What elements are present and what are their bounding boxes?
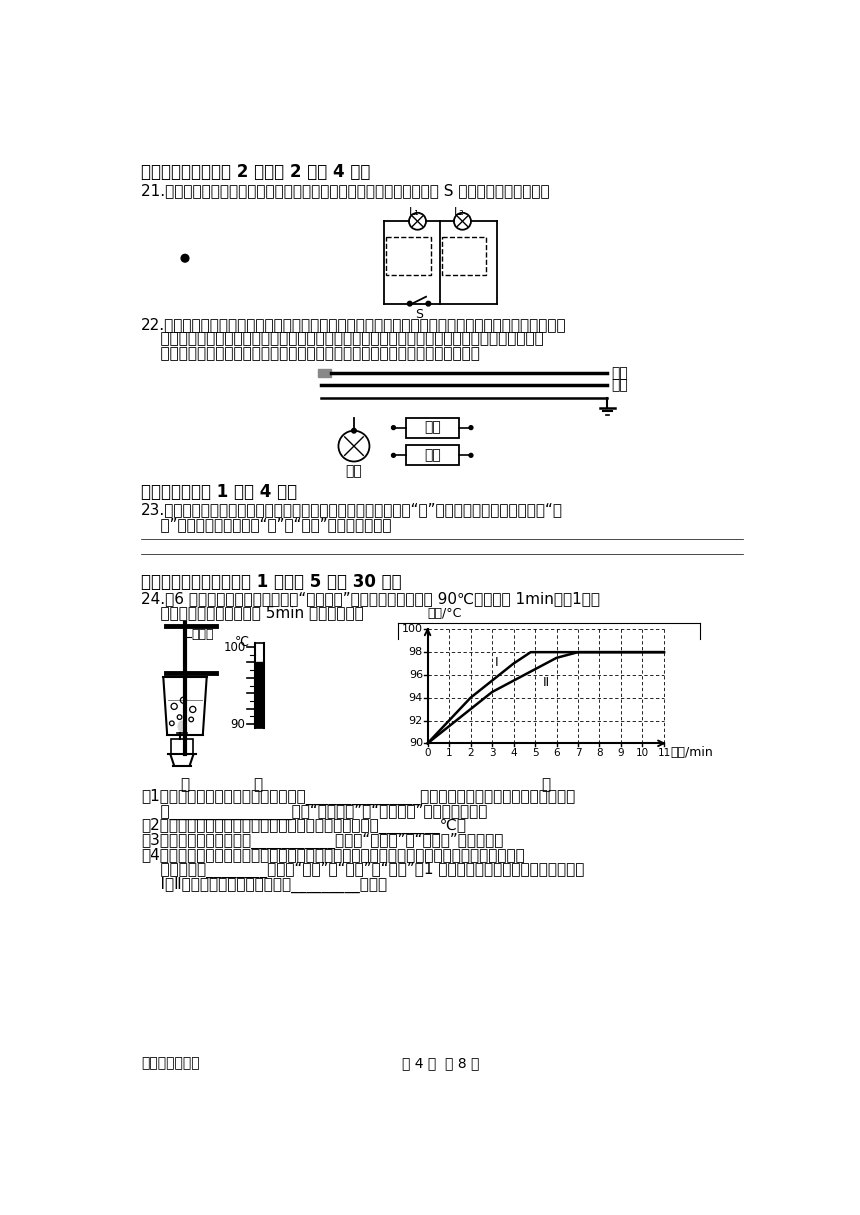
Text: 光控: 光控 [424, 448, 440, 463]
Text: 乙: 乙 [254, 778, 262, 792]
Text: 温度计: 温度计 [191, 628, 213, 642]
Bar [171, 739, 193, 755]
Text: 90: 90 [408, 739, 423, 748]
Text: 第 4 页  公 8 页: 第 4 页 公 8 页 [402, 1056, 479, 1069]
Text: 2: 2 [467, 748, 474, 758]
Text: 21.如图所示，在虚线框内分别填入电压表和电流表的元件符号，使开关 S 闭合后两灯都能发光。: 21.如图所示，在虚线框内分别填入电压表和电流表的元件符号，使开关 S 闭合后两… [141, 182, 550, 198]
Text: S: S [415, 307, 423, 321]
Circle shape [391, 453, 396, 457]
Circle shape [408, 301, 412, 306]
Text: 94: 94 [408, 693, 423, 702]
Text: （2）某次数据没有记录，当时温度计示数如图乙所示，为________℃。: （2）某次数据没有记录，当时温度计示数如图乙所示，为________℃。 [141, 818, 466, 835]
Text: 9: 9 [617, 748, 624, 758]
Text: 92: 92 [408, 716, 423, 725]
Text: 四、简答题（公 1 小题 4 分）: 四、简答题（公 1 小题 4 分） [141, 484, 297, 501]
Circle shape [391, 425, 396, 430]
Text: 导线正确连入电路，设计出只有在天黑且有声音时灯才亮的自动控制安全电路。: 导线正确连入电路，设计出只有在天黑且有声音时灯才亮的自动控制安全电路。 [141, 346, 480, 361]
Text: 98: 98 [408, 648, 423, 657]
Text: 90: 90 [230, 718, 245, 730]
Text: 4: 4 [510, 748, 517, 758]
Text: 灯泡: 灯泡 [346, 464, 362, 479]
Circle shape [352, 429, 356, 433]
Circle shape [469, 425, 473, 430]
Bar [441, 237, 487, 275]
Text: （1）除温度计外，还需要的测量工具是_______________。如图甲所示，在组装实验装置时，应: （1）除温度计外，还需要的测量工具是_______________。如图甲所示，… [141, 789, 575, 806]
Text: 丙: 丙 [541, 778, 550, 792]
Text: 7: 7 [574, 748, 581, 758]
Text: L₁: L₁ [409, 208, 420, 217]
Text: 24.（6 分）用图甲所示的装置探究“水的汸腾”的实验，当水温升到 90℃时，每隔 1min记录1次温: 24.（6 分）用图甲所示的装置探究“水的汸腾”的实验，当水温升到 90℃时，每… [141, 590, 599, 606]
Bar [406, 446, 458, 465]
Text: 23.夏天，刚从冰算里拿出来的冰棍包装纸上面挂有一层白花花的“粉”，剥去包装纸，冰棍周围冒“白: 23.夏天，刚从冰算里拿出来的冰棍包装纸上面挂有一层白花花的“粉”，剥去包装纸，… [141, 502, 562, 518]
Text: 温度/°C: 温度/°C [427, 608, 462, 620]
Text: Ⅰ、Ⅱ两组图线不同的原因是水的_________不同。: Ⅰ、Ⅱ两组图线不同的原因是水的_________不同。 [141, 876, 387, 893]
Text: 度计的示数，直到水汸腾 5min 后停止读数。: 度计的示数，直到水汸腾 5min 后停止读数。 [141, 605, 364, 621]
Text: Ⅱ: Ⅱ [543, 676, 549, 689]
Text: 音发出时自动闭合，无声时自动断开）。请将如图中的光控开关、声控开关、灯泡用笔画线代替: 音发出时自动闭合，无声时自动断开）。请将如图中的光控开关、声控开关、灯泡用笔画线… [141, 332, 544, 346]
Text: 0: 0 [424, 748, 431, 758]
Text: 气”。请分别解释其中的“粉”和“白气”是怎样形成的。: 气”。请分别解释其中的“粉”和“白气”是怎样形成的。 [141, 516, 391, 532]
Text: 22.科研人员制成了「光控开关」（能在天黑时自动闭合，天亮时自动断开）和「声控开关」（能在有声: 22.科研人员制成了「光控开关」（能在天黑时自动闭合，天亮时自动断开）和「声控开… [141, 317, 567, 332]
Text: I: I [494, 656, 498, 668]
Text: L₂: L₂ [454, 208, 464, 217]
Text: （3）图甲所示的情景，是___________（选填“汸腾前”或“汸腾时”）的情景。: （3）图甲所示的情景，是___________（选填“汸腾前”或“汸腾时”）的情… [141, 832, 503, 849]
Text: 甲: 甲 [181, 778, 189, 792]
Text: 5: 5 [531, 748, 538, 758]
Text: 96: 96 [408, 669, 423, 680]
Text: 时的大气压________（选填“大于”、“等于”或“小于”）1 个标准大气压；由图象还可以看出，: 时的大气压________（选填“大于”、“等于”或“小于”）1 个标准大气压；… [141, 861, 584, 878]
Bar [386, 237, 431, 275]
Text: 声控: 声控 [424, 420, 440, 435]
Text: 按________________（填“自上而下”或“自下而上”）的顺序组装。: 按________________（填“自上而下”或“自下而上”）的顺序组装。 [141, 803, 488, 820]
Text: 时间/min: 时间/min [670, 746, 713, 759]
Text: 零线: 零线 [611, 378, 628, 392]
Circle shape [469, 453, 473, 457]
Text: ℃: ℃ [235, 635, 249, 649]
Text: 100: 100 [402, 625, 423, 634]
Text: 10: 10 [636, 748, 649, 758]
Circle shape [181, 254, 189, 262]
Text: 1: 1 [445, 748, 452, 758]
Ellipse shape [178, 720, 186, 731]
Bar [406, 418, 458, 437]
Text: 11: 11 [657, 748, 671, 758]
Text: 火线: 火线 [611, 366, 628, 380]
Text: 九年级物理试卷: 九年级物理试卷 [141, 1056, 200, 1069]
Circle shape [426, 301, 431, 306]
Text: 五、实验探究题（每空格 1 分，公 5 小题 30 分）: 五、实验探究题（每空格 1 分，公 5 小题 30 分） [141, 573, 402, 592]
Text: 3: 3 [488, 748, 495, 758]
Text: 8: 8 [596, 748, 603, 758]
Text: （4）图丁是两组同学分别根据实验数据绘制的水汸腾时温度随时间变化的图象，由图象可知当: （4）图丁是两组同学分别根据实验数据绘制的水汸腾时温度随时间变化的图象，由图象可… [141, 847, 525, 863]
Bar [317, 369, 331, 377]
Text: 三、作图题（每小题 2 分，公 2 小题 4 分）: 三、作图题（每小题 2 分，公 2 小题 4 分） [141, 163, 370, 181]
Text: 6: 6 [553, 748, 560, 758]
Text: 100: 100 [224, 640, 245, 654]
